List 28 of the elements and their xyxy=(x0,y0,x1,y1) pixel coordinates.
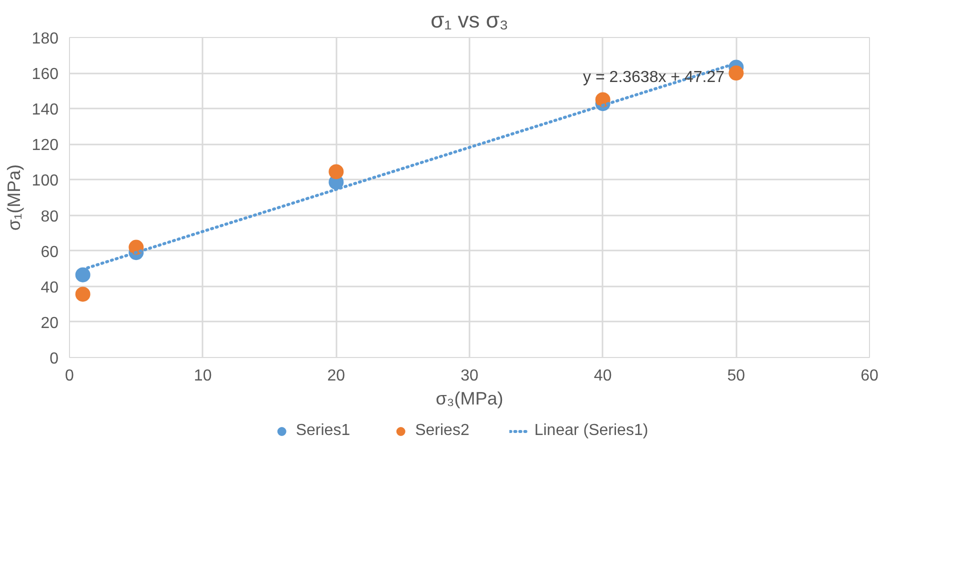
x-tick-label: 0 xyxy=(65,368,74,384)
y-tick-label: 20 xyxy=(40,314,59,332)
point xyxy=(75,267,90,282)
x-axis-title: σ₃(MPa) xyxy=(436,388,504,408)
y-tick-label: 160 xyxy=(32,66,59,84)
y-tick-label: 80 xyxy=(40,208,59,226)
x-tick-label: 50 xyxy=(727,368,746,384)
legend-label: Linear (Series1) xyxy=(534,422,648,440)
y-tick-label: 120 xyxy=(32,137,59,154)
y-tick-label: 60 xyxy=(40,244,59,261)
y-tick-label: 140 xyxy=(32,102,59,119)
point xyxy=(75,286,90,302)
y-axis-title: σ₁(MPa) xyxy=(4,164,24,231)
point xyxy=(728,66,744,81)
x-tick-label: 30 xyxy=(460,368,478,384)
x-tick-label: 60 xyxy=(860,368,878,384)
legend-label: Series2 xyxy=(415,422,470,440)
annotation: y = 2.3638x + 47.27 xyxy=(583,69,725,86)
chart-title: σ₁ vs σ₃ xyxy=(430,8,508,32)
x-tick-label: 10 xyxy=(194,368,212,384)
y-tick-label: 100 xyxy=(32,172,59,190)
x-tick-label: 40 xyxy=(594,368,612,384)
y-tick-label: 180 xyxy=(32,30,59,48)
legend-label: Series1 xyxy=(296,422,350,440)
y-tick-label: 0 xyxy=(50,350,59,368)
y-tick-label: 40 xyxy=(40,279,59,296)
x-tick-label: 20 xyxy=(327,368,346,384)
point xyxy=(328,164,344,180)
